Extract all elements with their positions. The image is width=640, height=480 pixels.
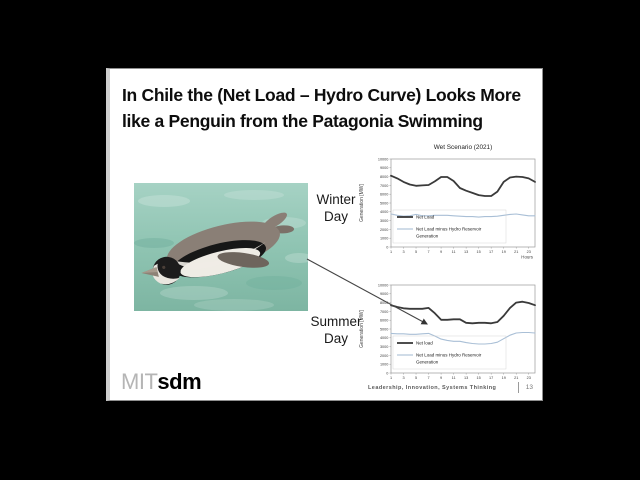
- winter-chart-svg: 0 1000 2000 3000 4000 5000 6000 7000 8000 9000 100…: [359, 144, 536, 260]
- svg-text:2000: 2000: [380, 228, 388, 232]
- svg-text:5: 5: [415, 376, 417, 380]
- svg-text:23: 23: [527, 250, 531, 254]
- svg-text:1000: 1000: [380, 363, 388, 367]
- svg-text:Net Load: Net Load: [416, 215, 435, 220]
- svg-text:Hours: Hours: [521, 255, 534, 260]
- svg-text:6000: 6000: [380, 193, 388, 197]
- svg-text:19: 19: [502, 376, 506, 380]
- svg-text:2000: 2000: [380, 354, 388, 358]
- summer-chart: 0 1000 2000 3000 4000 5000 6000 7000 8000 9000 100…: [355, 265, 545, 391]
- svg-text:4000: 4000: [380, 210, 388, 214]
- svg-text:11: 11: [452, 250, 456, 254]
- svg-text:3000: 3000: [380, 219, 388, 223]
- summer-chart-svg: 0 1000 2000 3000 4000 5000 6000 7000 8000 9000 100…: [359, 283, 536, 380]
- svg-text:Generation [MW]: Generation [MW]: [359, 183, 365, 221]
- svg-text:9: 9: [440, 376, 442, 380]
- logo-mit-text: MIT: [121, 369, 158, 394]
- penguin-image: [134, 183, 313, 311]
- slide-title: In Chile the (Net Load – Hydro Curve) Lo…: [122, 82, 542, 134]
- svg-text:3: 3: [402, 250, 404, 254]
- svg-text:15: 15: [477, 376, 481, 380]
- page-number: 13: [517, 382, 533, 393]
- svg-text:5000: 5000: [380, 201, 388, 205]
- svg-text:6000: 6000: [380, 319, 388, 323]
- svg-text:7: 7: [428, 376, 430, 380]
- presentation-slide: In Chile the (Net Load – Hydro Curve) Lo…: [106, 68, 543, 401]
- svg-text:Net Load minus Hydro Reservoir: Net Load minus Hydro Reservoir: [416, 353, 482, 358]
- svg-text:13: 13: [464, 250, 468, 254]
- svg-text:Generation: Generation: [416, 234, 439, 239]
- svg-text:0: 0: [386, 371, 388, 375]
- svg-text:1: 1: [390, 250, 392, 254]
- svg-text:9000: 9000: [380, 292, 388, 296]
- svg-text:4000: 4000: [380, 336, 388, 340]
- svg-text:13: 13: [464, 376, 468, 380]
- svg-text:9: 9: [440, 250, 442, 254]
- logo-sdm-text: sdm: [157, 369, 202, 394]
- svg-text:23: 23: [527, 376, 531, 380]
- svg-text:Wet Scenario (2021): Wet Scenario (2021): [434, 144, 493, 151]
- svg-text:3: 3: [402, 376, 404, 380]
- svg-text:15: 15: [477, 250, 481, 254]
- svg-text:19: 19: [502, 250, 506, 254]
- svg-text:10000: 10000: [378, 157, 389, 161]
- svg-text:17: 17: [489, 376, 493, 380]
- svg-text:1000: 1000: [380, 237, 388, 241]
- svg-text:0: 0: [386, 245, 388, 249]
- svg-text:Net Load minus Hydro Reservoir: Net Load minus Hydro Reservoir: [416, 227, 482, 232]
- footer-tagline: Leadership, Innovation, Systems Thinking: [368, 385, 497, 391]
- svg-text:1: 1: [390, 376, 392, 380]
- penguin-artwork: [134, 183, 313, 311]
- svg-text:Net load: Net load: [416, 341, 433, 346]
- svg-text:9000: 9000: [380, 166, 388, 170]
- svg-text:11: 11: [452, 376, 456, 380]
- svg-text:Generation [MW]: Generation [MW]: [359, 309, 365, 347]
- svg-text:Generation: Generation: [416, 360, 439, 365]
- winter-chart: 0 1000 2000 3000 4000 5000 6000 7000 8000 9000 100…: [355, 139, 545, 265]
- slide-title-line1: In Chile the (Net Load – Hydro Curve) Lo…: [122, 85, 521, 105]
- svg-text:8000: 8000: [380, 301, 388, 305]
- svg-text:5: 5: [415, 250, 417, 254]
- winter-day-label: Winter Day: [316, 192, 356, 224]
- svg-text:8000: 8000: [380, 175, 388, 179]
- svg-text:17: 17: [489, 250, 493, 254]
- mit-sdm-logo: MITsdm: [121, 369, 202, 394]
- svg-text:21: 21: [514, 376, 518, 380]
- svg-text:7000: 7000: [380, 184, 388, 188]
- slide-title-line2: like a Penguin from the Patagonia Swimmi…: [122, 111, 483, 131]
- svg-text:21: 21: [514, 250, 518, 254]
- svg-text:10000: 10000: [378, 283, 389, 287]
- svg-text:5000: 5000: [380, 327, 388, 331]
- svg-text:3000: 3000: [380, 345, 388, 349]
- svg-text:7: 7: [428, 250, 430, 254]
- svg-text:7000: 7000: [380, 310, 388, 314]
